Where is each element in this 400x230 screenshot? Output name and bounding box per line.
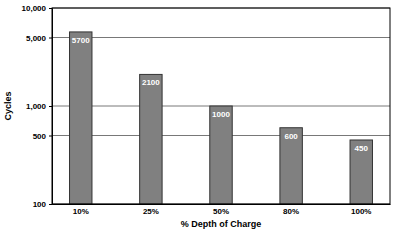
y-tick-mark	[49, 8, 52, 9]
plot: 5700 2100 1000 600 450 100 500 1,000 5,000 10,000…	[22, 4, 391, 216]
x-axis: 10% 25% 50% 80% 100%	[53, 204, 391, 216]
y-tick: 1,000	[26, 102, 52, 111]
y-tick-mark	[49, 106, 52, 107]
x-axis-title: % Depth of Charge	[181, 219, 262, 229]
data-label: 450	[355, 144, 369, 153]
y-tick: 500	[33, 132, 52, 141]
bar	[280, 128, 302, 204]
data-label: 600	[284, 132, 298, 141]
data-labels: 5700 2100 1000 600 450	[72, 36, 369, 153]
x-tick-label: 50%	[213, 207, 229, 216]
bar	[350, 140, 372, 204]
grid-line	[52, 37, 390, 38]
x-tick-label: 80%	[283, 207, 299, 216]
bar	[210, 106, 232, 204]
y-tick: 5,000	[26, 34, 52, 43]
x-tick-label: 100%	[351, 207, 371, 216]
grid	[52, 8, 390, 204]
data-label: 5700	[72, 36, 90, 45]
y-tick-mark	[49, 136, 52, 137]
chart: 5700 2100 1000 600 450 100 500 1,000 5,000 10,000…	[0, 0, 400, 230]
x-tick: 10%	[73, 204, 89, 216]
y-axis-line	[49, 9, 53, 205]
x-tick-label: 10%	[73, 207, 89, 216]
y-tick-label: 10,000	[22, 4, 47, 13]
y-axis-title: Cycles	[3, 91, 13, 120]
y-tick-label: 1,000	[26, 102, 47, 111]
x-tick-label: 25%	[143, 207, 159, 216]
x-tick: 25%	[143, 204, 159, 216]
y-axis: 100 500 1,000 5,000 10,000	[22, 4, 53, 209]
data-label: 1000	[212, 110, 230, 119]
y-tick: 10,000	[22, 4, 52, 13]
y-tick-label: 5,000	[26, 34, 47, 43]
x-tick: 100%	[351, 204, 371, 216]
x-tick: 80%	[283, 204, 299, 216]
y-tick-mark	[49, 38, 52, 39]
y-tick-label: 500	[33, 132, 47, 141]
plot-frame	[52, 8, 390, 204]
x-axis-line	[53, 204, 391, 205]
y-tick-label: 100	[33, 200, 47, 209]
y-tick-mark	[49, 204, 52, 205]
bar	[70, 32, 92, 204]
bars	[70, 32, 373, 204]
bar	[140, 74, 162, 204]
y-tick: 100	[33, 200, 52, 209]
x-tick: 50%	[213, 204, 229, 216]
data-label: 2100	[142, 78, 160, 87]
